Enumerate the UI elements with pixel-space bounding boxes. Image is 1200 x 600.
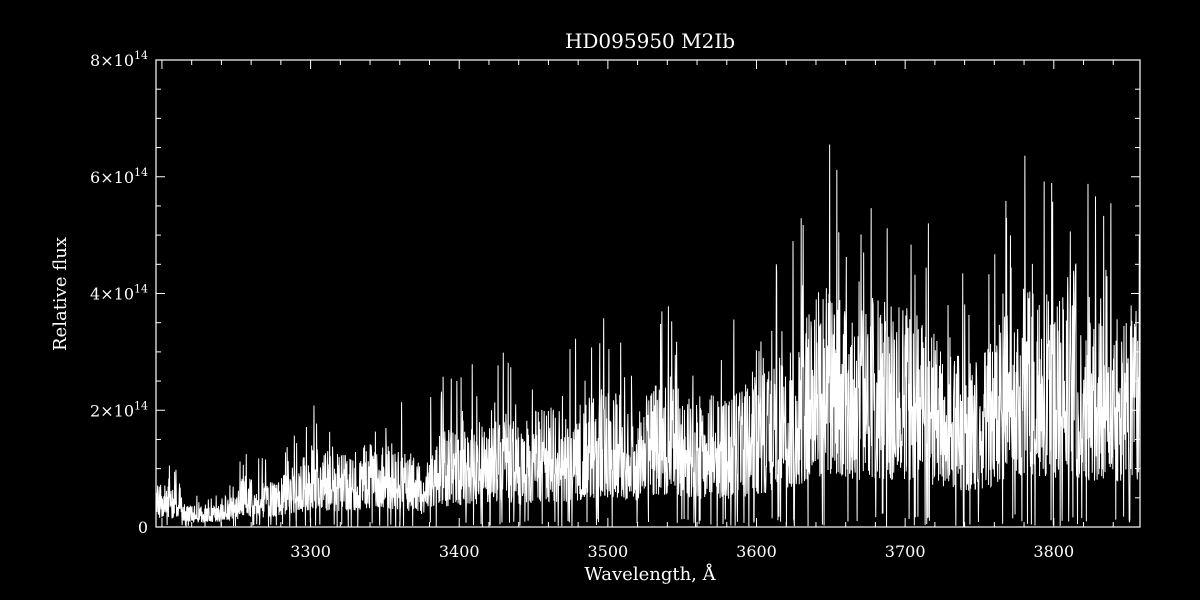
x-tick-label: 3700 [885,542,926,561]
y-tick-label: 8×1014 [90,49,148,70]
tick-labels: 3300 3400 3500 3600 3700 3800 0 2×1014 4×1014 6×1… [90,49,1074,561]
x-tick-label: 3600 [736,542,777,561]
axis-ticks [156,59,1140,528]
series-line [155,144,1141,527]
chart-title: HD095950 M2Ib [565,29,735,53]
x-axis-label: Wavelength, Å [584,563,716,585]
x-tick-label: 3800 [1033,542,1074,561]
y-axis-label: Relative flux [50,237,71,351]
y-tick-label: 0 [138,518,148,537]
x-tick-label: 3500 [588,542,629,561]
x-tick-label: 3300 [290,542,331,561]
y-tick-label: 6×1014 [90,166,148,187]
x-tick-label: 3400 [439,542,480,561]
y-tick-label: 4×1014 [90,283,148,304]
y-tick-label: 2×1014 [90,399,148,420]
